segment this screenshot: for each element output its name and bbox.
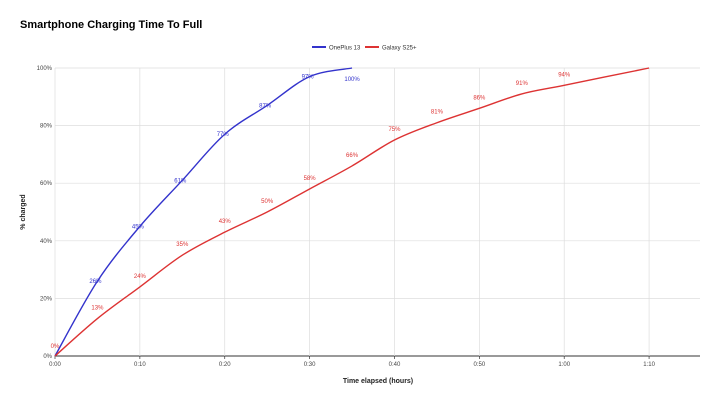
- data-label-oneplus-13: 61%: [174, 178, 187, 184]
- data-label-galaxy-s25-plus: 86%: [473, 95, 486, 101]
- y-tick-label: 20%: [40, 296, 53, 302]
- chart-title: Smartphone Charging Time To Full: [20, 19, 202, 31]
- data-label-galaxy-s25-plus: 94%: [558, 72, 571, 78]
- x-tick-label: 0:20: [219, 362, 231, 368]
- data-label-oneplus-13: 100%: [344, 77, 360, 83]
- data-label-galaxy-s25-plus: 75%: [388, 127, 401, 133]
- data-label-galaxy-s25-plus: 81%: [431, 110, 444, 116]
- data-label-oneplus-13: 77%: [217, 132, 230, 138]
- data-label-galaxy-s25-plus: 0%: [51, 344, 60, 350]
- data-label-oneplus-13: 45%: [132, 224, 145, 230]
- data-label-galaxy-s25-plus: 13%: [91, 306, 104, 312]
- x-tick-label: 0:10: [134, 362, 146, 368]
- y-tick-label: 0%: [43, 354, 52, 360]
- data-label-oneplus-13: 87%: [259, 103, 272, 109]
- x-tick-label: 0:50: [473, 362, 485, 368]
- series-line-galaxy-s25-plus: [54, 67, 650, 357]
- y-axis-title: % charged: [20, 194, 27, 229]
- data-label-galaxy-s25-plus: 58%: [304, 176, 317, 182]
- legend-label-galaxy-s25-plus: Galaxy S25+: [382, 46, 417, 52]
- axis-ticks: 0% 20% 40% 60% 80% 100% 0:00 0:10 0:20 0:30 0:40 0:…: [37, 66, 656, 368]
- data-label-galaxy-s25-plus: 24%: [134, 274, 147, 280]
- data-labels: 26% 45% 61% 77% 87% 97% 100% 0% 13% 24% 35% 43% 50% 5…: [51, 72, 571, 350]
- data-label-oneplus-13: 97%: [302, 75, 315, 81]
- data-label-galaxy-s25-plus: 43%: [219, 219, 232, 225]
- data-label-galaxy-s25-plus: 91%: [516, 81, 529, 87]
- data-label-galaxy-s25-plus: 35%: [176, 242, 189, 248]
- data-label-oneplus-13: 26%: [89, 279, 102, 285]
- y-tick-label: 60%: [40, 181, 53, 187]
- series-lines: [54, 67, 650, 357]
- x-tick-label: 0:40: [389, 362, 401, 368]
- x-tick-label: 1:00: [558, 362, 570, 368]
- data-label-galaxy-s25-plus: 66%: [346, 153, 359, 159]
- x-tick-label: 0:00: [49, 362, 61, 368]
- y-tick-label: 40%: [40, 239, 53, 245]
- legend-label-oneplus-13: OnePlus 13: [329, 46, 361, 52]
- legend: OnePlus 13 Galaxy S25+: [312, 46, 417, 52]
- data-label-galaxy-s25-plus: 50%: [261, 199, 274, 205]
- y-tick-label: 80%: [40, 124, 53, 130]
- series-line-oneplus-13: [54, 67, 353, 357]
- y-tick-label: 100%: [37, 66, 53, 72]
- gridlines: [54, 67, 700, 359]
- x-axis-title: Time elapsed (hours): [343, 378, 413, 385]
- x-tick-label: 0:30: [304, 362, 316, 368]
- x-tick-label: 1:10: [643, 362, 655, 368]
